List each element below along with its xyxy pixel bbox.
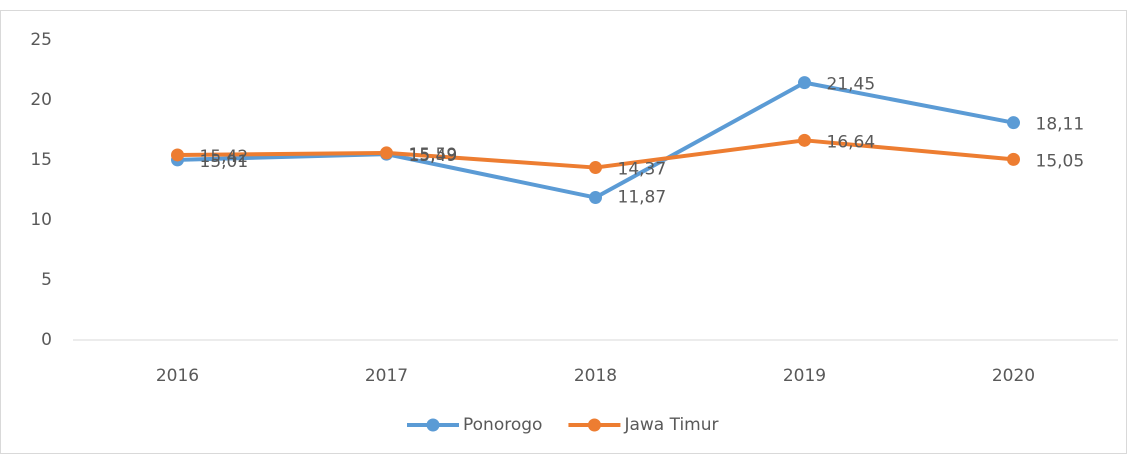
y-tick-label: 25 [30,30,52,50]
data-label: 15,42 [200,147,249,167]
data-label: 21,45 [827,75,876,95]
series-line [177,80,1014,200]
data-label: 15,59 [409,145,458,165]
legend-label: Jawa Timur [623,415,718,435]
data-label: 16,64 [827,132,876,152]
data-point [589,161,602,175]
y-tick-label: 0 [41,330,52,350]
data-point [798,133,811,147]
data-point [380,146,393,160]
data-label: 14,37 [618,160,667,180]
legend-label: Ponorogo [463,415,542,435]
y-tick-label: 15 [30,150,52,170]
y-tick-label: 10 [30,210,52,230]
data-point [1007,152,1020,166]
data-label: 15,05 [1036,151,1085,171]
chart-frame [0,10,1127,454]
data-label: 15,01 [200,152,249,172]
y-tick-label: 20 [30,90,52,110]
x-tick-label: 2019 [783,366,826,386]
x-tick-label: 2020 [992,366,1035,386]
x-tick-label: 2016 [156,366,199,386]
data-label: 15,49 [409,146,458,166]
data-label: 11,87 [618,188,667,208]
y-tick-label: 5 [41,270,52,290]
data-label: 18,11 [1036,115,1085,135]
legend-marker [587,418,601,432]
data-point [171,148,184,162]
x-tick-label: 2018 [574,366,617,386]
data-point [1007,116,1020,130]
legend-marker [426,418,440,432]
x-tick-label: 2017 [365,366,408,386]
data-point [798,76,811,90]
data-point [589,191,602,205]
